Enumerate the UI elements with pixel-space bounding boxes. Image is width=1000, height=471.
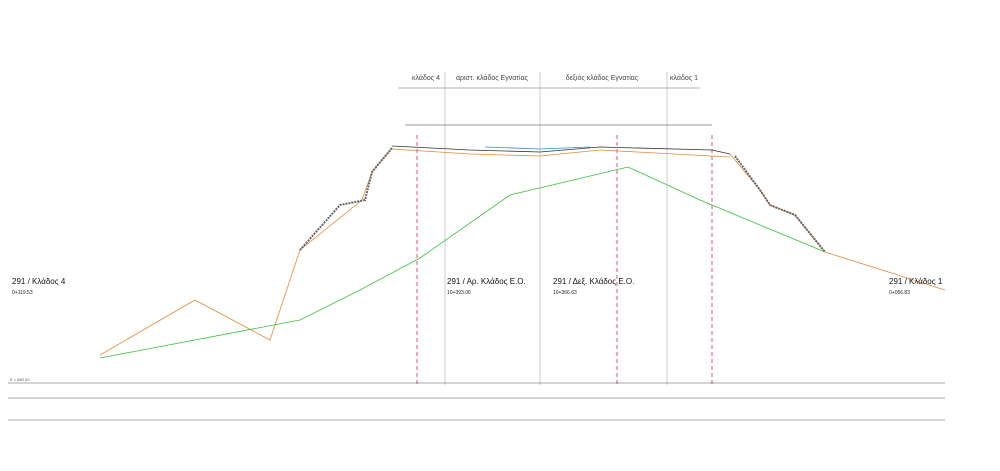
median — [484, 146, 591, 150]
section-title: 291 / Δεξ. Κλάδος Ε.Ο. — [553, 277, 634, 286]
datum-label: E = 883.00 — [10, 377, 30, 382]
road-base — [391, 148, 731, 158]
section-station: 10+393.06 — [447, 290, 471, 296]
existing-ground — [99, 166, 826, 359]
band-lines — [8, 382, 945, 421]
header-label: κλάδος 1 — [670, 74, 698, 82]
section-title: 291 / Κλάδος 1 — [889, 277, 943, 286]
section-station: 10+366.63 — [553, 290, 577, 296]
section-title: 291 / Αρ. Κλάδος Ε.Ο. — [447, 277, 526, 286]
section-title: 291 / Κλάδος 4 — [12, 277, 66, 286]
retaining-wall-right — [734, 155, 826, 253]
road-surface — [391, 145, 731, 155]
header-label: κλάδος 4 — [412, 74, 440, 82]
retaining-wall-left — [299, 147, 393, 251]
section-station: 0+056.83 — [889, 290, 910, 296]
header-label: δεξιός κλάδος Εγνατίας — [566, 74, 639, 82]
section-station: 0+119.53 — [12, 290, 33, 296]
header-label: αριστ. κλάδος Εγνατίας — [456, 74, 529, 82]
column-lines — [444, 72, 668, 385]
